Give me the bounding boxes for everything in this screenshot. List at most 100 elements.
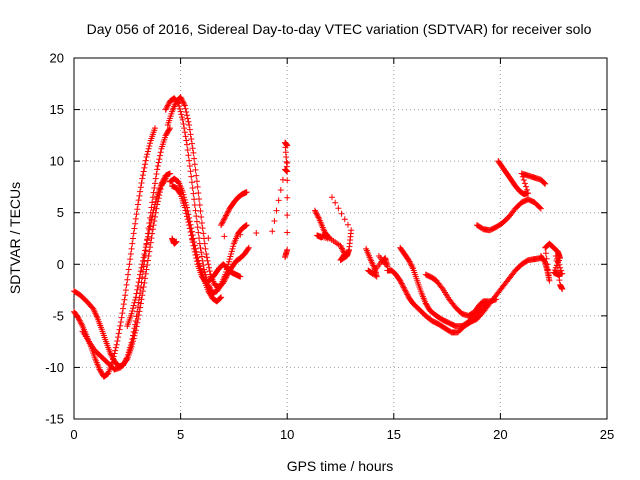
data-point	[134, 282, 141, 289]
data-point	[185, 219, 192, 226]
data-point	[181, 125, 188, 132]
series-track-o	[422, 271, 500, 319]
data-point	[180, 121, 187, 128]
data-point	[407, 259, 414, 266]
data-point	[284, 194, 291, 201]
data-point	[271, 217, 278, 224]
data-point	[157, 149, 164, 156]
data-point	[147, 220, 154, 227]
data-point	[406, 258, 413, 265]
data-point	[277, 187, 284, 194]
data-point	[189, 184, 196, 191]
data-point	[76, 317, 83, 324]
data-point	[75, 316, 82, 323]
data-point	[335, 205, 342, 212]
data-point	[314, 211, 321, 218]
data-point	[142, 275, 149, 282]
data-point	[134, 206, 141, 213]
data-point	[438, 284, 445, 291]
data-point	[219, 219, 226, 226]
data-point	[183, 210, 190, 217]
data-point	[132, 220, 139, 227]
data-point	[178, 111, 185, 118]
data-point	[194, 183, 201, 190]
data-point	[279, 176, 286, 183]
data-point	[191, 245, 198, 252]
data-point	[375, 253, 382, 260]
data-point	[131, 225, 138, 232]
data-point	[130, 302, 137, 309]
data-point	[149, 194, 156, 201]
data-point	[223, 211, 230, 218]
data-point	[123, 357, 130, 364]
grid-lines	[74, 58, 607, 419]
data-point	[185, 118, 192, 125]
data-point	[408, 262, 415, 269]
data-point	[145, 145, 152, 152]
data-point	[134, 319, 141, 326]
x-tick-label: 20	[493, 427, 507, 442]
data-point	[135, 312, 142, 319]
data-point	[182, 105, 189, 112]
data-point	[136, 308, 143, 315]
data-point	[206, 264, 213, 271]
data-point	[193, 172, 200, 179]
data-point	[151, 204, 158, 211]
y-tick-label: 20	[50, 51, 64, 66]
data-point	[225, 258, 232, 265]
data-point	[125, 271, 132, 278]
data-point	[192, 166, 199, 173]
data-point	[179, 98, 186, 105]
data-point	[193, 258, 200, 265]
data-point	[127, 250, 134, 257]
data-point	[129, 338, 136, 345]
data-point	[225, 208, 232, 215]
data-point	[332, 199, 339, 206]
plot-frame	[73, 57, 608, 420]
data-point	[174, 99, 181, 106]
data-point	[397, 277, 404, 284]
data-point	[110, 353, 117, 360]
data-point	[154, 162, 161, 169]
data-point	[191, 201, 198, 208]
data-point	[181, 101, 188, 108]
data-point	[195, 189, 202, 196]
data-point	[166, 170, 173, 177]
series-track-f	[162, 95, 250, 297]
data-point	[227, 253, 234, 260]
data-point	[183, 141, 190, 148]
data-point	[132, 330, 139, 337]
data-point	[188, 140, 195, 147]
data-point	[312, 209, 319, 216]
data-point	[161, 175, 168, 182]
data-point	[163, 105, 170, 112]
data-point	[338, 244, 345, 251]
data-point	[151, 217, 158, 224]
data-point	[191, 248, 198, 255]
data-point	[143, 240, 150, 247]
data-point	[120, 305, 127, 312]
data-point	[139, 172, 146, 179]
series-track-k	[311, 194, 355, 264]
data-point	[153, 171, 160, 178]
data-point	[200, 230, 207, 237]
data-point	[129, 235, 136, 242]
data-point	[142, 244, 149, 251]
data-point	[203, 254, 210, 261]
data-point	[194, 224, 201, 231]
data-point	[183, 112, 190, 119]
data-point	[184, 115, 191, 122]
data-point	[115, 330, 122, 337]
data-point	[245, 245, 252, 252]
data-point	[146, 248, 153, 255]
data-point	[344, 221, 351, 228]
data-point	[125, 266, 132, 273]
data-point	[144, 261, 151, 268]
data-point	[156, 152, 163, 159]
data-point	[224, 209, 231, 216]
data-point	[149, 213, 156, 220]
data-point	[269, 228, 276, 235]
data-point	[117, 322, 124, 329]
data-point	[130, 335, 137, 342]
